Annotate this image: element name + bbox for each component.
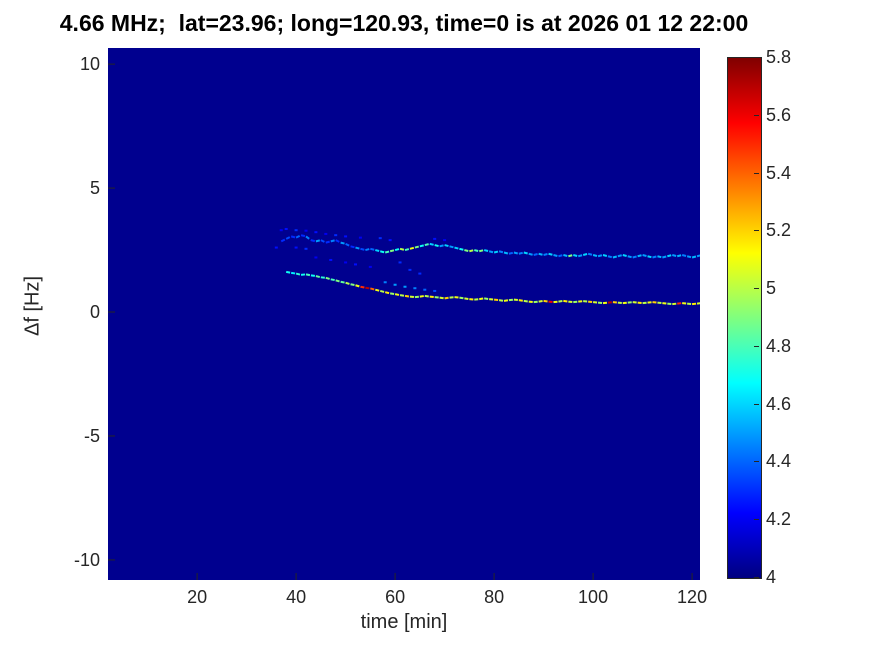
spectrogram-plot bbox=[108, 48, 700, 580]
colorbar-tick bbox=[754, 519, 759, 521]
lower-doppler-trace bbox=[285, 270, 700, 306]
colorbar-tick-label: 5.2 bbox=[766, 220, 792, 241]
y-tick-label: 10 bbox=[79, 54, 100, 75]
colorbar-tick-label: 4 bbox=[766, 567, 777, 587]
y-tick-label: -5 bbox=[83, 425, 100, 446]
colorbar-tick bbox=[754, 403, 759, 405]
colorbar-tick bbox=[754, 345, 759, 347]
colorbar-tick bbox=[754, 114, 759, 116]
colorbar-tick-label: 5.4 bbox=[766, 162, 792, 183]
colorbar-tick-label: 5.6 bbox=[766, 104, 792, 125]
colorbar-tick bbox=[754, 57, 759, 58]
colorbar-tick bbox=[754, 577, 759, 578]
colorbar-tick-label: 5.8 bbox=[766, 47, 792, 67]
x-tick-label: 20 bbox=[187, 587, 208, 607]
colorbar-tick bbox=[754, 461, 759, 463]
colorbar-tick-label: 4.8 bbox=[766, 335, 792, 356]
x-tick-label: 100 bbox=[578, 587, 609, 607]
x-axis-label: time [min] bbox=[360, 611, 448, 633]
y-tick-label: 5 bbox=[89, 178, 100, 199]
colorbar-tick bbox=[754, 288, 759, 290]
x-tick-label: 60 bbox=[385, 587, 406, 607]
colorbar-tick-label: 4.2 bbox=[766, 509, 792, 530]
colorbar bbox=[727, 57, 762, 579]
x-tick-label: 40 bbox=[286, 587, 307, 607]
faint-scatter-specks bbox=[274, 227, 447, 292]
x-tick-label: 120 bbox=[677, 587, 708, 607]
colorbar-tick-label: 4.4 bbox=[766, 451, 792, 472]
x-tick-label: 80 bbox=[484, 587, 505, 607]
chart-title: 4.66 MHz; lat=23.96; long=120.93, time=0… bbox=[59, 10, 749, 36]
colorbar-tick-label: 4.6 bbox=[766, 393, 792, 414]
upper-doppler-trace bbox=[280, 234, 700, 259]
y-tick-label: 0 bbox=[89, 302, 100, 323]
colorbar-tick-label: 5 bbox=[766, 278, 777, 299]
colorbar-tick bbox=[754, 230, 759, 232]
colorbar-tick bbox=[754, 172, 759, 174]
plot-area bbox=[108, 48, 700, 580]
plot-background bbox=[108, 48, 700, 580]
y-tick-label: -10 bbox=[73, 549, 100, 570]
